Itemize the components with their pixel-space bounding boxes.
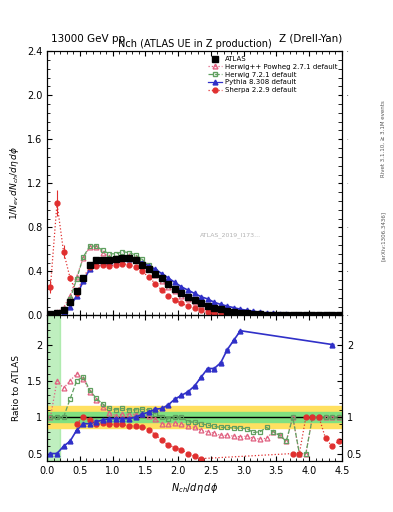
Text: Rivet 3.1.10, ≥ 3.1M events: Rivet 3.1.10, ≥ 3.1M events [381,100,386,177]
Text: ATLAS_2019_I173...: ATLAS_2019_I173... [200,232,262,238]
Legend: ATLAS, Herwig++ Powheg 2.7.1 default, Herwig 7.2.1 default, Pythia 8.308 default: ATLAS, Herwig++ Powheg 2.7.1 default, He… [206,55,338,94]
Text: [arXiv:1306.3436]: [arXiv:1306.3436] [381,210,386,261]
Title: Nch (ATLAS UE in Z production): Nch (ATLAS UE in Z production) [118,39,272,49]
X-axis label: $N_{ch}/d\eta\,d\phi$: $N_{ch}/d\eta\,d\phi$ [171,481,218,495]
Y-axis label: Ratio to ATLAS: Ratio to ATLAS [12,355,21,421]
Y-axis label: $1/N_{ev}\,dN_{ch}/d\eta\,d\phi$: $1/N_{ev}\,dN_{ch}/d\eta\,d\phi$ [8,146,21,221]
Text: Z (Drell-Yan): Z (Drell-Yan) [279,33,342,44]
Text: 13000 GeV pp: 13000 GeV pp [51,33,125,44]
